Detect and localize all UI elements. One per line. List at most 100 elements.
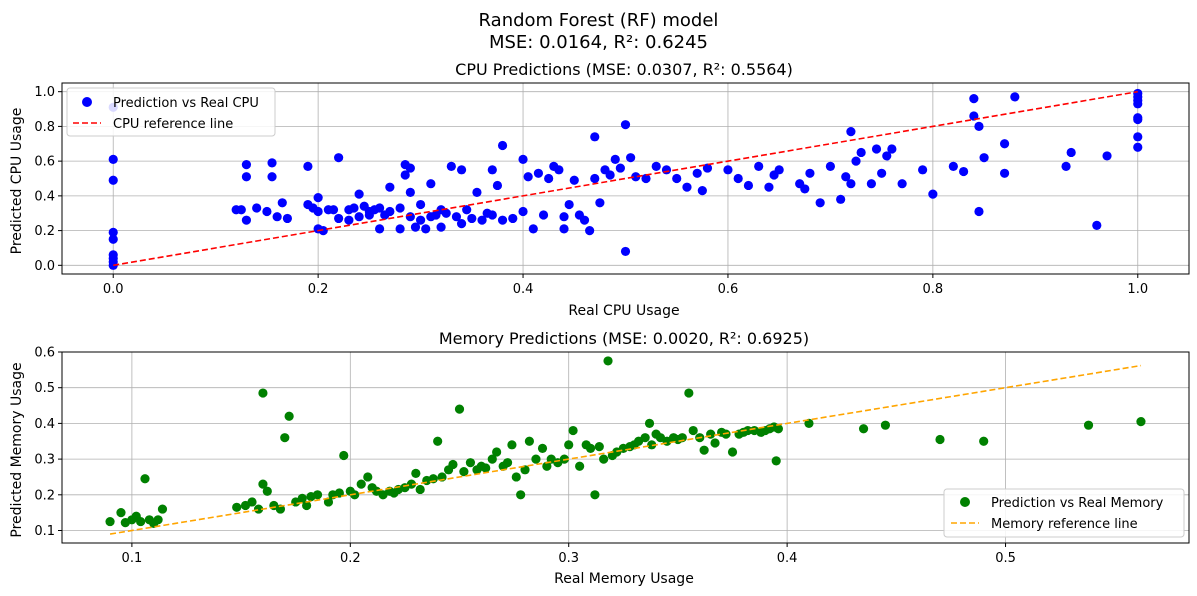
memory-data-point — [258, 479, 268, 489]
memory-data-point — [773, 424, 783, 434]
cpu-data-point — [344, 215, 354, 225]
cpu-data-point — [871, 144, 882, 154]
cpu-data-point — [866, 179, 876, 189]
cpu-data-point — [979, 153, 989, 163]
cpu-data-point — [241, 215, 252, 225]
memory-data-point — [363, 472, 373, 482]
cpu-data-point — [405, 187, 415, 197]
cpu-marks — [108, 88, 1143, 270]
memory-data-point — [136, 516, 146, 527]
memory-data-point — [105, 516, 115, 527]
cpu-data-point — [554, 165, 564, 175]
memory-legend-label-points: Prediction vs Real Memory — [991, 496, 1164, 511]
memory-y-tick-label: 0.1 — [34, 524, 55, 539]
cpu-data-point — [405, 163, 415, 173]
cpu-x-tick-label: 0.4 — [513, 282, 534, 297]
cpu-data-point — [462, 205, 472, 215]
cpu-data-point — [620, 120, 631, 130]
cpu-data-point — [472, 187, 482, 197]
cpu-legend-box — [66, 87, 276, 137]
memory-x-tick-label: 0.3 — [558, 551, 579, 566]
memory-data-point — [688, 425, 698, 436]
memory-data-point — [644, 418, 655, 429]
memory-data-point — [140, 474, 150, 484]
cpu-legend-marker — [82, 97, 92, 107]
memory-data-point — [459, 466, 469, 477]
cpu-data-point — [800, 184, 810, 194]
memory-data-point — [297, 493, 307, 503]
cpu-data-point — [697, 186, 707, 196]
cpu-data-point — [108, 154, 118, 164]
cpu-data-point — [518, 206, 528, 217]
memory-data-point — [262, 486, 272, 496]
cpu-data-point — [436, 222, 446, 232]
memory-data-point — [157, 504, 168, 514]
cpu-data-point — [999, 168, 1010, 178]
cpu-data-point — [497, 215, 508, 225]
cpu-data-point — [241, 160, 252, 170]
memory-data-point — [537, 443, 548, 453]
cpu-data-point — [544, 173, 554, 184]
cpu-data-point — [590, 132, 600, 142]
cpu-data-point — [969, 94, 979, 104]
memory-data-point — [935, 434, 945, 445]
cpu-axes-frame — [61, 82, 1190, 275]
cpu-data-point — [585, 225, 595, 236]
cpu-data-point — [533, 168, 544, 178]
memory-data-point — [465, 458, 476, 468]
cpu-data-point — [451, 212, 462, 222]
cpu-data-point — [682, 182, 692, 192]
cpu-data-point — [918, 165, 928, 175]
cpu-data-point — [641, 173, 651, 184]
cpu-data-point — [1133, 132, 1143, 142]
memory-data-point — [334, 488, 344, 498]
cpu-y-tick-label: 0.2 — [34, 224, 55, 239]
cpu-data-point — [410, 222, 421, 232]
cpu-data-point — [395, 224, 405, 234]
cpu-data-point — [928, 189, 938, 199]
memory-data-point — [280, 433, 290, 443]
cpu-data-point — [1133, 114, 1143, 125]
cpu-data-point — [615, 163, 625, 173]
cpu-data-point — [523, 172, 533, 182]
memory-data-point — [699, 445, 709, 455]
memory-data-point — [339, 450, 349, 461]
memory-data-point — [448, 459, 458, 470]
cpu-data-point — [108, 227, 118, 237]
cpu-data-point — [272, 212, 282, 222]
cpu-data-point — [846, 127, 856, 137]
cpu-data-point — [620, 246, 631, 257]
memory-data-point — [603, 356, 613, 366]
cpu-data-point — [241, 172, 252, 182]
memory-data-point — [640, 433, 650, 443]
memory-data-point — [599, 454, 609, 464]
cpu-data-point — [508, 213, 518, 224]
memory-data-point — [684, 388, 694, 398]
cpu-data-point — [267, 172, 277, 182]
cpu-data-point — [236, 205, 246, 215]
cpu-y-tick-label: 0.0 — [34, 259, 55, 274]
cpu-data-point — [303, 161, 313, 171]
memory-data-point — [411, 468, 421, 478]
cpu-x-tick-label: 0.6 — [718, 282, 739, 297]
cpu-data-point — [267, 158, 277, 168]
memory-data-point — [511, 472, 521, 482]
memory-y-tick-label: 0.5 — [34, 381, 55, 396]
memory-data-point — [575, 461, 585, 471]
memory-axes-frame — [61, 351, 1190, 544]
memory-data-point — [590, 490, 600, 500]
cpu-data-point — [815, 198, 825, 208]
cpu-data-point — [723, 165, 733, 175]
figure-title: Random Forest (RF) model — [479, 10, 719, 31]
cpu-data-point — [426, 179, 436, 189]
memory-data-point — [677, 433, 687, 443]
cpu-y-tick-label: 0.6 — [34, 155, 55, 170]
cpu-data-point — [467, 213, 477, 224]
cpu-y-tick-label: 1.0 — [34, 85, 55, 100]
memory-data-point — [771, 456, 781, 466]
memory-data-point — [979, 436, 989, 446]
cpu-data-point — [1102, 151, 1112, 161]
memory-y-tick-label: 0.4 — [34, 417, 55, 432]
cpu-legend-label-points: Prediction vs Real CPU — [113, 96, 259, 111]
memory-data-point — [232, 502, 242, 512]
